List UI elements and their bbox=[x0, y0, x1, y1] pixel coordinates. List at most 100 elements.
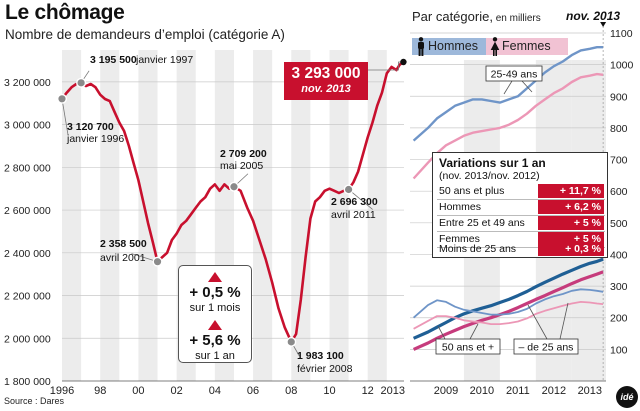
y-tick-label: 100 bbox=[610, 344, 628, 356]
annotation-marker bbox=[152, 256, 163, 267]
y-tick-label: 3 000 000 bbox=[4, 120, 51, 132]
x-tick-label: 08 bbox=[285, 385, 297, 397]
y-tick-label: 600 bbox=[610, 186, 628, 198]
annotation-marker bbox=[286, 336, 297, 347]
page-title: Le chômage bbox=[5, 1, 125, 24]
annotation-date: mai 2005 bbox=[220, 160, 263, 172]
annotation-date: janvier 1996 bbox=[66, 133, 124, 145]
x-tick-label: 02 bbox=[171, 385, 183, 397]
chart-subtitle: Nombre de demandeurs d’emploi (catégorie… bbox=[5, 27, 285, 42]
variation-value: + 6,2 % bbox=[538, 200, 604, 214]
x-tick-label: 2009 bbox=[434, 385, 458, 397]
callout-box bbox=[513, 338, 579, 355]
right-chart-title: Par catégorie, en milliers bbox=[412, 9, 541, 24]
y-tick-label: 400 bbox=[610, 249, 628, 261]
up-arrow-icon bbox=[208, 272, 222, 282]
callout-leader bbox=[503, 80, 513, 95]
annotation-marker bbox=[57, 93, 68, 104]
variation-row: Moins de 25 ans + 0,3 % bbox=[433, 242, 607, 257]
annotation-leader bbox=[61, 98, 69, 135]
annotation-value: 3 195 500 bbox=[90, 54, 137, 66]
variation-label: 50 ans et plus bbox=[439, 185, 505, 197]
annotation-leader bbox=[348, 189, 373, 210]
right-title-unit: en milliers bbox=[492, 13, 541, 24]
annotation-value: 2 358 500 bbox=[100, 238, 147, 250]
y-tick-label: 1 800 000 bbox=[4, 376, 51, 388]
annotation-value: 2 696 300 bbox=[331, 196, 378, 208]
year-band bbox=[291, 50, 311, 381]
right-chart-date: nov. 2013 bbox=[566, 9, 621, 23]
annotation-date: janvier 1997 bbox=[135, 54, 193, 66]
y-tick-label: 3 200 000 bbox=[4, 77, 51, 89]
x-tick-label: 2013 bbox=[381, 385, 405, 397]
variation-value: + 0,3 % bbox=[538, 242, 604, 256]
y-tick-label: 2 000 000 bbox=[4, 333, 51, 345]
annotation-value: 2 709 200 bbox=[220, 148, 267, 160]
annotation-value: 1 983 100 bbox=[297, 350, 344, 362]
change-month-label: sur 1 mois bbox=[189, 302, 241, 314]
variation-label: Entre 25 et 49 ans bbox=[439, 217, 525, 229]
variation-divider bbox=[437, 231, 605, 232]
latest-value-box: 3 293 000 nov. 2013 bbox=[284, 62, 368, 100]
variation-value: + 11,7 % bbox=[538, 184, 604, 198]
brand-logo: idé bbox=[616, 386, 638, 408]
y-tick-label: 2 800 000 bbox=[4, 162, 51, 174]
y-tick-label: 800 bbox=[610, 123, 628, 135]
category-series-line bbox=[412, 257, 604, 340]
woman-icon bbox=[490, 37, 500, 56]
callout-leader bbox=[527, 304, 548, 340]
y-tick-label: 2 200 000 bbox=[4, 291, 51, 303]
latest-date: nov. 2013 bbox=[301, 83, 351, 95]
year-band bbox=[100, 50, 120, 381]
x-tick-label: 04 bbox=[209, 385, 221, 397]
x-tick-label: 2010 bbox=[470, 385, 494, 397]
annotation-value: 3 120 700 bbox=[67, 121, 114, 133]
callout-box bbox=[485, 65, 543, 82]
year-band bbox=[138, 50, 158, 381]
x-tick-label: 12 bbox=[362, 385, 374, 397]
y-tick-label: 1100 bbox=[610, 28, 633, 40]
x-tick-label: 06 bbox=[247, 385, 259, 397]
x-tick-label: 98 bbox=[94, 385, 106, 397]
year-band bbox=[62, 50, 82, 381]
y-tick-label: 300 bbox=[610, 281, 628, 293]
change-month-value: + 0,5 % bbox=[189, 284, 241, 301]
variation-title: Variations sur 1 an bbox=[439, 156, 546, 170]
y-tick-label: 2 600 000 bbox=[4, 205, 51, 217]
callout-label: – de 25 ans bbox=[519, 342, 574, 354]
variation-subtitle: (nov. 2013/nov. 2012) bbox=[439, 170, 540, 182]
x-tick-label: 2013 bbox=[578, 385, 602, 397]
variation-value: + 5 % bbox=[538, 216, 604, 230]
variation-divider bbox=[437, 215, 605, 216]
y-tick-label: 900 bbox=[610, 91, 628, 103]
year-band bbox=[329, 50, 349, 381]
callout-label: 25-49 ans bbox=[491, 69, 538, 81]
legend-women: Femmes bbox=[486, 38, 568, 55]
y-tick-label: 1000 bbox=[610, 60, 634, 72]
year-band bbox=[367, 50, 387, 381]
callout-leader bbox=[469, 323, 479, 340]
variation-label: Femmes bbox=[439, 233, 480, 245]
up-arrow-icon bbox=[208, 320, 222, 330]
category-series-line bbox=[413, 288, 604, 319]
callout-leader bbox=[437, 325, 446, 340]
category-series-line bbox=[412, 270, 604, 351]
legend-men: Hommes bbox=[412, 38, 508, 55]
latest-marker bbox=[400, 58, 407, 66]
change-box: + 0,5 % sur 1 mois + 5,6 % sur 1 an bbox=[178, 265, 252, 363]
x-tick-label: 00 bbox=[132, 385, 144, 397]
right-title-main: Par catégorie, bbox=[412, 9, 493, 24]
category-series-line bbox=[412, 46, 604, 142]
variation-divider bbox=[437, 199, 605, 200]
annotation-date: février 2008 bbox=[297, 363, 353, 375]
x-tick-label: 2011 bbox=[506, 385, 530, 397]
annotation-date: avril 2001 bbox=[100, 252, 146, 264]
y-tick-label: 200 bbox=[610, 313, 628, 325]
annotation-marker bbox=[343, 184, 354, 195]
y-tick-label: 2 400 000 bbox=[4, 248, 51, 260]
category-series-line bbox=[413, 301, 604, 330]
callout-leader bbox=[559, 302, 569, 340]
y-tick-label: 500 bbox=[610, 218, 628, 230]
date-marker-icon bbox=[600, 22, 607, 27]
man-icon bbox=[418, 37, 424, 56]
